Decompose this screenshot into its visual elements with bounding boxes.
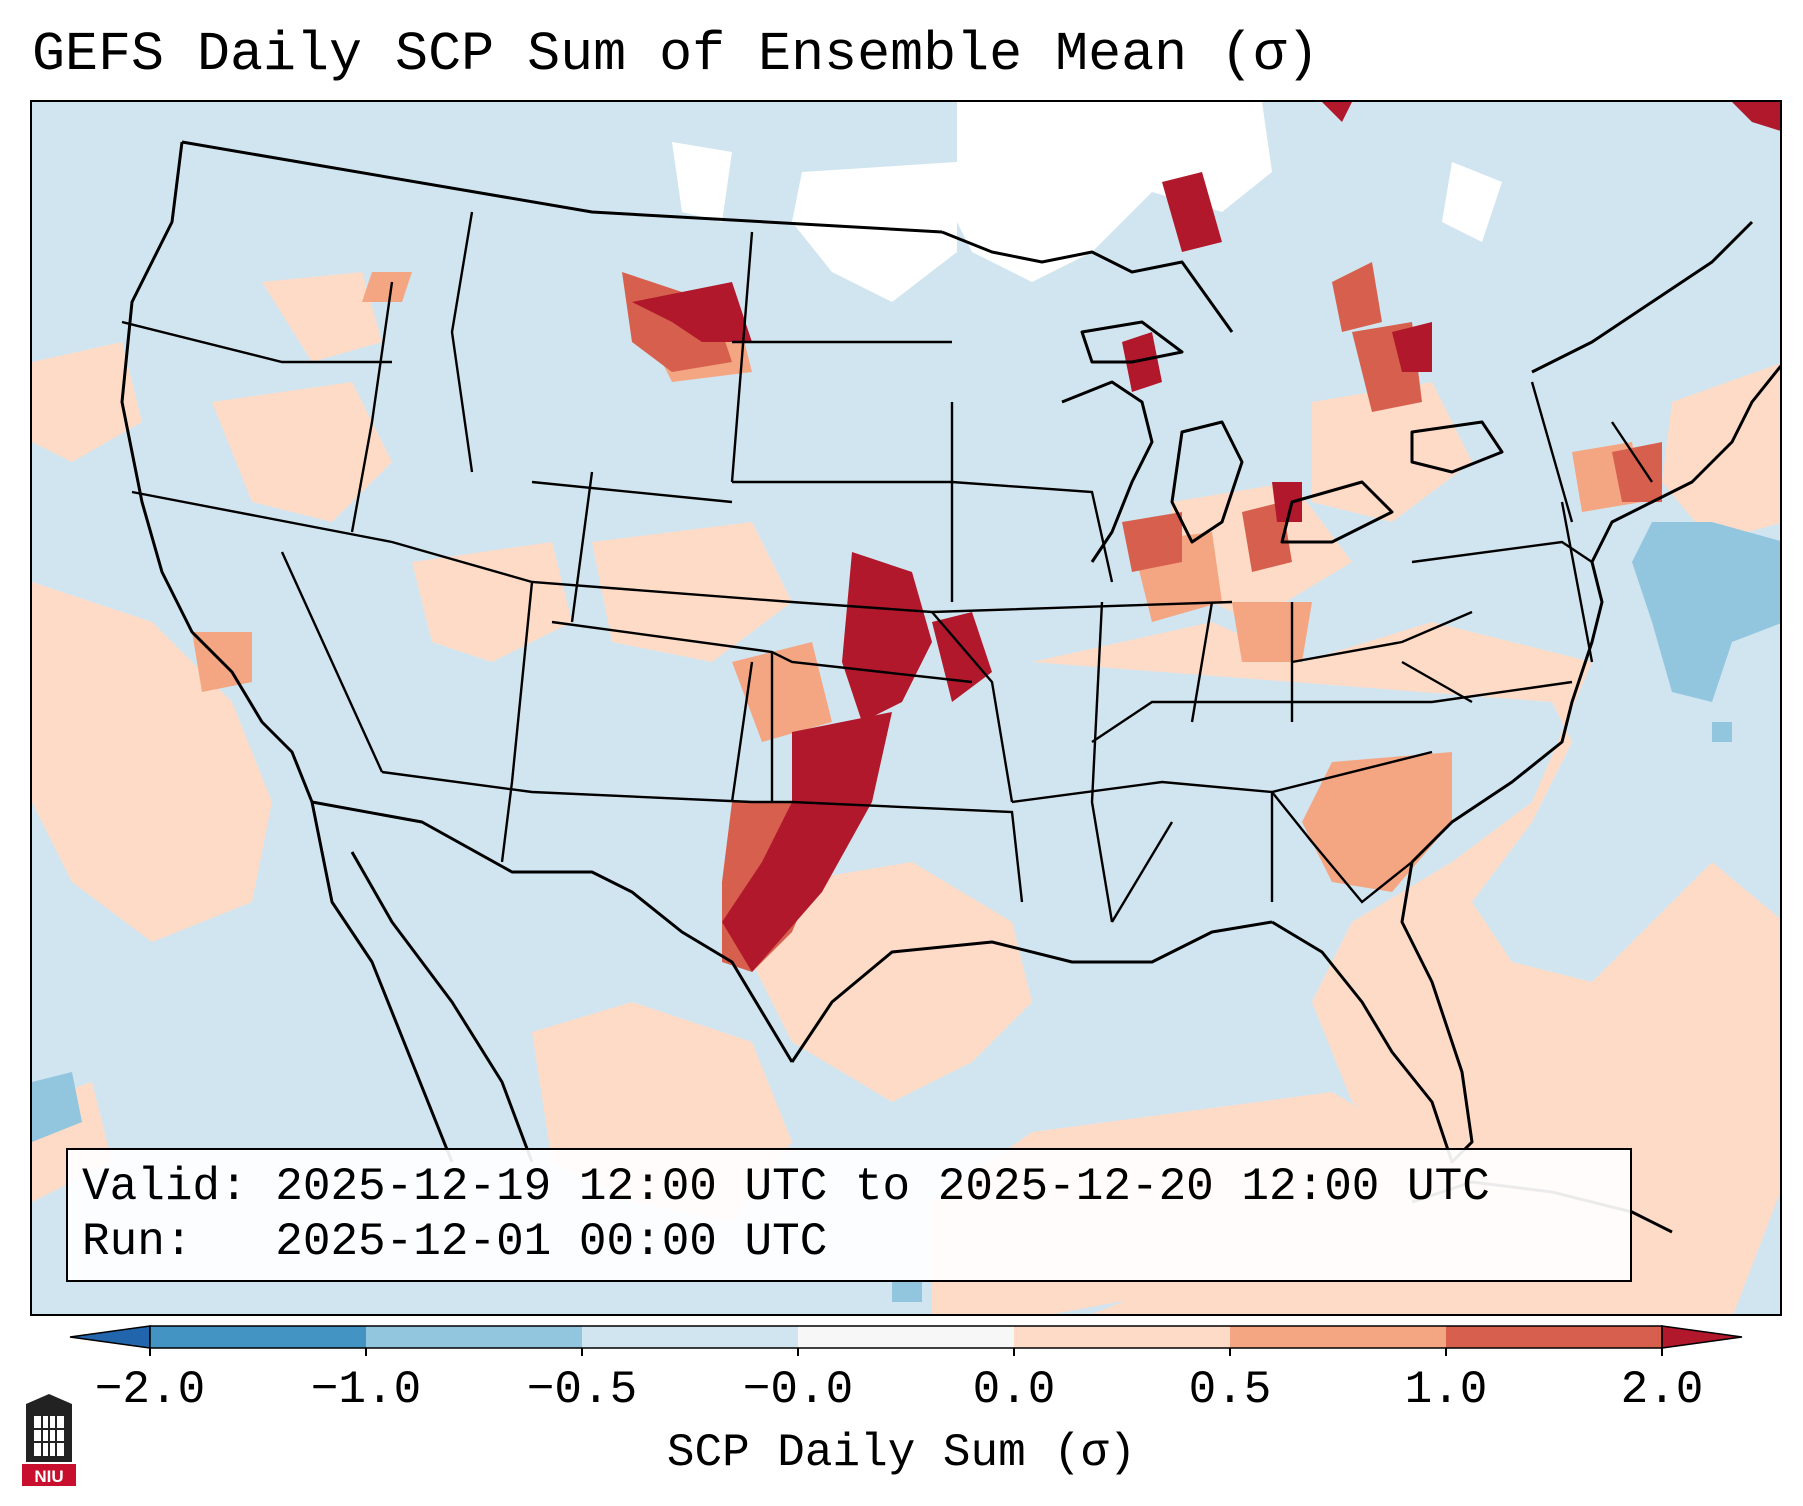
map-canvas [32,102,1780,1314]
run-line: Run: 2025-12-01 00:00 UTC [82,1216,828,1268]
colorbar-label: SCP Daily Sum (σ) [666,1427,1137,1479]
state-lines [121,211,1653,923]
colorbar-tick: 1.0 [1404,1364,1488,1416]
valid-line: Valid: 2025-12-19 12:00 UTC to 2025-12-2… [82,1161,1490,1213]
niu-logo-text: NIU [34,1467,63,1486]
colorbar-bin [582,1326,798,1348]
colorbar-bin [798,1326,1014,1348]
niu-logo: NIU [22,1394,76,1486]
near-zero-regions [672,102,1502,302]
colorbar-bin [1446,1326,1662,1348]
colorbar-bin [1230,1326,1446,1348]
colorbar-tick: −0.5 [526,1364,638,1416]
colorbar-tick: −1.0 [310,1364,422,1416]
colorbar-tick: −2.0 [94,1364,206,1416]
boundaries [120,140,1780,1234]
colorbar-bin [1014,1326,1230,1348]
colorbar-tick: −0.0 [742,1364,854,1416]
colorbar-extend-high [1661,1325,1743,1349]
valid-time-box: Valid: 2025-12-19 12:00 UTC to 2025-12-2… [66,1148,1632,1282]
colorbar-tick: 0.5 [1188,1364,1272,1416]
colorbar-outline [149,1325,1663,1349]
positive-extreme-regions [632,102,1780,972]
colorbar-tick: 0.0 [972,1364,1056,1416]
map-panel [30,100,1782,1316]
colorbar-bin [366,1326,582,1348]
chart-title: GEFS Daily SCP Sum of Ensemble Mean (σ) [32,23,1320,86]
colorbar-extend-low [69,1325,151,1349]
colorbar [69,1325,1743,1356]
colorbar-bin [150,1326,366,1348]
negative-regions [32,522,1780,1302]
colorbar-tick: 2.0 [1620,1364,1704,1416]
